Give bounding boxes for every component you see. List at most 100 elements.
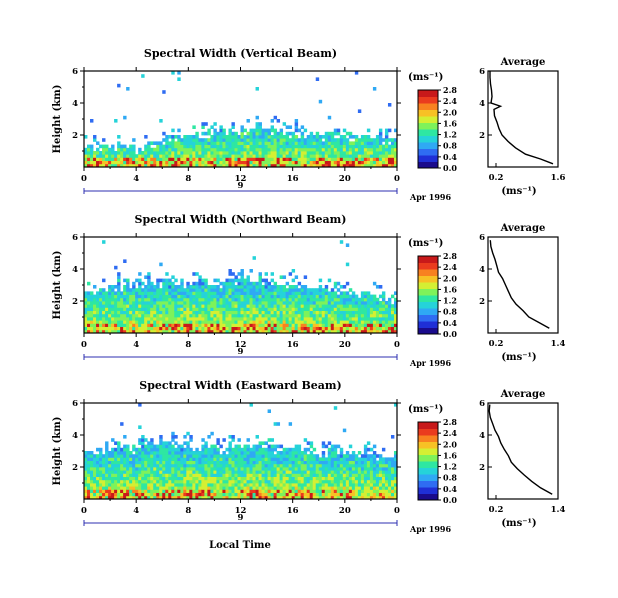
- avg-x-axis-label: (ms⁻¹): [501, 518, 536, 529]
- x-tick-label: 20: [339, 340, 351, 350]
- colorbar-swatch: [418, 428, 438, 436]
- colorbar-swatch: [418, 109, 438, 117]
- y-tick-label: 4: [72, 431, 78, 441]
- xlabel-local-time: Local Time: [209, 540, 271, 551]
- avg-x-tick-label: 0.2: [489, 173, 504, 183]
- date-label: Apr 1996: [409, 524, 452, 534]
- colorbar-swatch: [418, 122, 438, 130]
- colorbar: (ms⁻¹) 0.00.40.81.2 1.62.02.42.8: [408, 72, 457, 173]
- day-label: 9: [238, 513, 244, 523]
- colorbar-tick-label: 0.8: [443, 141, 457, 151]
- colorbar-tick-label: 0.8: [443, 307, 457, 317]
- colorbar-swatch: [418, 129, 438, 136]
- x-tick-label: 8: [185, 506, 191, 516]
- chart-title: Spectral Width (Vertical Beam): [144, 47, 337, 60]
- x-tick-label: 16: [287, 340, 299, 350]
- colorbar-tick-label: 2.8: [443, 251, 457, 261]
- avg-x-tick-label: 1.6: [551, 173, 566, 183]
- day-label: 9: [238, 181, 244, 191]
- y-tick-label: 2: [72, 463, 78, 473]
- heatmap-cells: [84, 240, 398, 334]
- colorbar-swatch: [418, 454, 438, 462]
- average-title: Average: [500, 223, 546, 234]
- avg-y-tick-label: 4: [479, 99, 485, 109]
- colorbar-tick-label: 0.4: [443, 318, 457, 328]
- colorbar-swatch: [418, 314, 438, 322]
- colorbar-tick-label: 0.0: [443, 163, 457, 173]
- panel-1: Spectral Width (Vertical Beam) 2 4 6 Height …: [52, 47, 565, 202]
- x-tick-label: 8: [185, 174, 191, 184]
- y-tick-label: 2: [72, 297, 78, 307]
- colorbar-tick-label: 2.0: [443, 439, 457, 449]
- colorbar-swatch: [418, 275, 438, 283]
- x-tick-label: 16: [287, 506, 299, 516]
- avg-x-axis-label: (ms⁻¹): [501, 352, 536, 363]
- colorbar-swatch: [418, 461, 438, 468]
- date-label: Apr 1996: [409, 192, 452, 202]
- colorbar-swatch: [418, 269, 438, 276]
- colorbar-tick-label: 1.2: [443, 130, 457, 140]
- average-title: Average: [500, 57, 546, 68]
- avg-y-tick-label: 2: [479, 131, 485, 141]
- colorbar-swatch: [418, 467, 438, 475]
- colorbar-tick-label: 1.2: [443, 296, 457, 306]
- x-tick-label: 12: [235, 340, 247, 350]
- average-line: [489, 240, 550, 329]
- avg-y-tick-label: 6: [479, 399, 485, 409]
- y-tick-label: 6: [72, 233, 78, 243]
- colorbar-swatch: [418, 441, 438, 449]
- colorbar-frame: [417, 421, 439, 501]
- colorbar-tick-label: 0.4: [443, 152, 457, 162]
- heatmap-cells: [84, 403, 398, 500]
- y-tick-label: 4: [72, 99, 78, 109]
- colorbar-tick-label: 1.2: [443, 462, 457, 472]
- colorbar-swatch: [418, 295, 438, 302]
- colorbar-tick-label: 2.4: [443, 428, 457, 438]
- colorbar-tick-label: 2.4: [443, 262, 457, 272]
- colorbar-swatch: [418, 135, 438, 143]
- y-axis-label: Height (km): [52, 417, 63, 486]
- x-tick-label: 20: [339, 506, 351, 516]
- average-profile: Average 2 4 6 0.2 1.4 (ms⁻¹): [479, 389, 565, 529]
- colorbar-swatch: [418, 116, 438, 123]
- day-label: 9: [238, 347, 244, 357]
- average-frame: [487, 236, 559, 334]
- colorbar-frame: [417, 89, 439, 169]
- colorbar-swatch: [418, 103, 438, 110]
- colorbar-swatch: [418, 256, 438, 263]
- colorbar-tick-label: 2.0: [443, 107, 457, 117]
- colorbar-swatch: [418, 474, 438, 481]
- average-profile: Average 2 4 6 0.2 1.6 (ms⁻¹): [479, 57, 565, 197]
- avg-x-tick-label: 1.4: [551, 339, 566, 349]
- colorbar-swatch: [418, 448, 438, 455]
- colorbar-tick-label: 1.6: [443, 284, 457, 294]
- colorbar-swatch: [418, 487, 438, 494]
- chart-title: Spectral Width (Eastward Beam): [139, 379, 341, 392]
- panel-2: Spectral Width (Northward Beam) 2 4 6 Height…: [52, 213, 565, 368]
- colorbar-swatch: [418, 480, 438, 488]
- avg-x-tick-label: 0.2: [489, 339, 504, 349]
- x-tick-label: 0: [394, 506, 400, 516]
- avg-y-tick-label: 2: [479, 297, 485, 307]
- avg-x-tick-label: 0.2: [489, 505, 504, 515]
- average-frame: [487, 70, 559, 168]
- colorbar-swatch: [418, 301, 438, 309]
- x-tick-label: 12: [235, 506, 247, 516]
- colorbar-swatch: [418, 282, 438, 289]
- heatmap-cells: [84, 71, 398, 168]
- y-tick-label: 4: [72, 265, 78, 275]
- y-tick-label: 2: [72, 131, 78, 141]
- colorbar-swatch: [418, 308, 438, 315]
- y-tick-label: 6: [72, 399, 78, 409]
- avg-y-tick-label: 6: [479, 67, 485, 77]
- x-tick-label: 0: [81, 340, 87, 350]
- average-line: [489, 71, 554, 165]
- colorbar-tick-label: 0.8: [443, 473, 457, 483]
- y-axis-label: Height (km): [52, 85, 63, 154]
- x-tick-label: 0: [394, 340, 400, 350]
- colorbar-swatch: [418, 493, 438, 501]
- avg-y-tick-label: 4: [479, 265, 485, 275]
- colorbar-unit: (ms⁻¹): [408, 72, 443, 83]
- x-tick-label: 16: [287, 174, 299, 184]
